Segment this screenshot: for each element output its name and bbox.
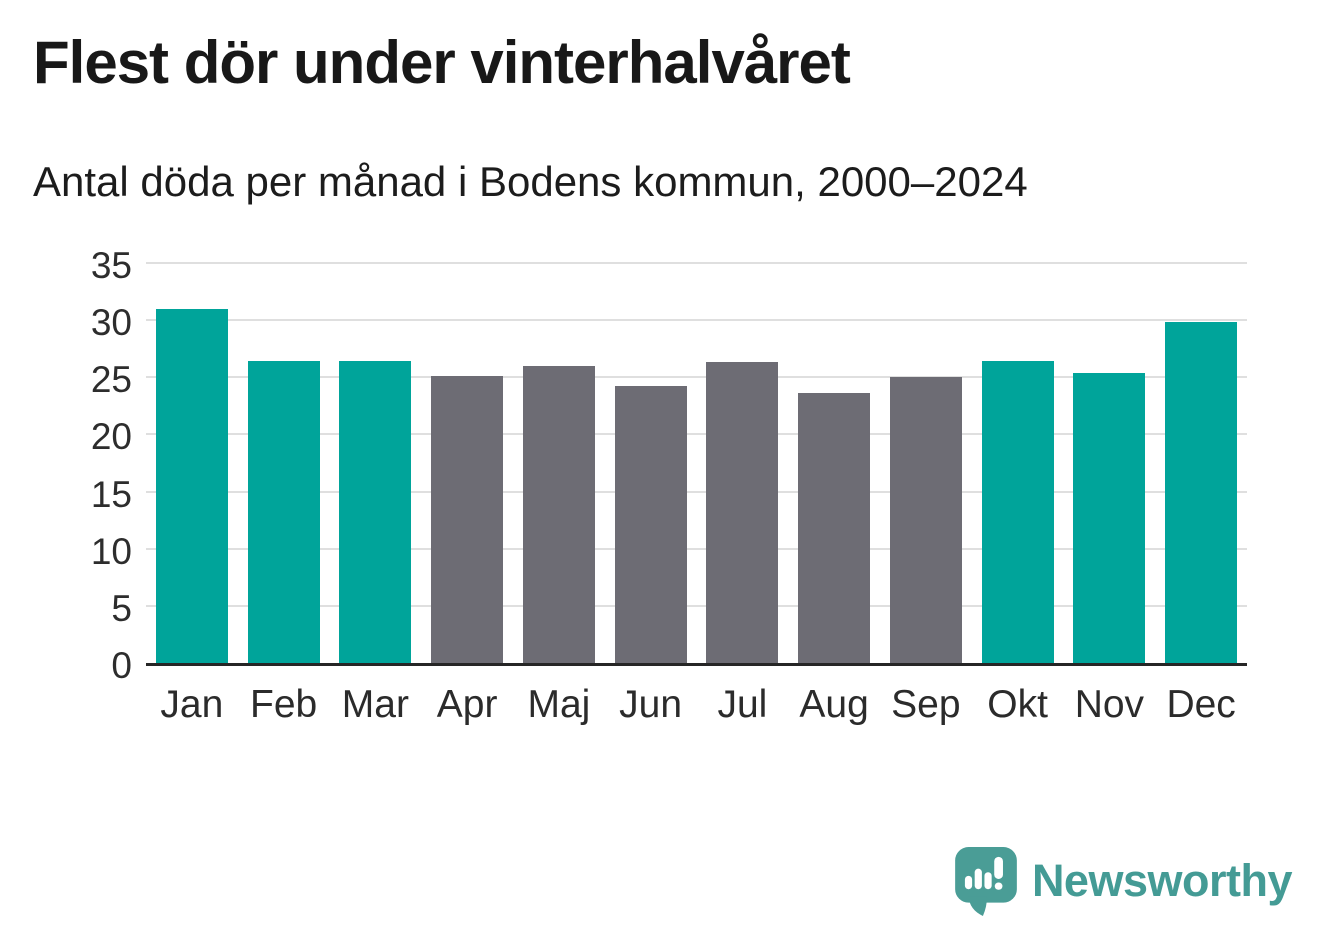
x-tick-label-okt: Okt [987,683,1048,726]
bar-slot-okt [972,266,1064,663]
x-tick-label-maj: Maj [527,683,591,726]
x-tick-label-dec: Dec [1166,683,1236,726]
x-tick-label-sep: Sep [891,683,961,726]
y-tick-label-0: 0 [111,645,132,686]
bars-container [146,266,1247,663]
gridline-35 [146,262,1247,264]
chart-subtitle: Antal döda per månad i Bodens kommun, 20… [33,158,1028,205]
bar-slot-jul [697,266,789,663]
bar-slot-apr [421,266,513,663]
bar-slot-dec [1155,266,1247,663]
gridline-20 [146,433,1247,436]
x-tick-label-jun: Jun [619,683,683,726]
x-tick-label-mar: Mar [341,683,409,726]
chart-title: Flest dör under vinterhalvåret [33,29,851,96]
y-tick-label-15: 15 [90,473,132,515]
y-tick-label-20: 20 [90,416,132,458]
bar-slot-sep [880,266,972,663]
bar-dec [1165,322,1238,663]
plot-area [146,262,1247,666]
bar-aug [798,393,871,663]
bar-feb [247,361,320,663]
x-tick-label-jul: Jul [717,683,768,726]
y-tick-label-35: 35 [90,245,132,286]
gridline-5 [146,604,1247,607]
y-tick-label-30: 30 [90,302,132,344]
newsworthy-logo-text: Newsworthy [1031,855,1293,906]
bar-slot-maj [513,266,605,663]
x-axis: Jan Feb Mar Apr Maj Jun Jul Aug Sep Okt Nov Dec [146,683,1247,727]
gridline-15 [146,490,1247,493]
bar-slot-jun [605,266,697,663]
bar-nov [1073,372,1146,663]
bar-okt [981,361,1054,663]
bar-sep [889,377,962,663]
bar-jan [155,308,228,663]
y-tick-label-25: 25 [90,359,132,401]
newsworthy-logo-icon [955,847,1017,916]
bar-apr [431,376,504,663]
y-axis: 0 5 10 15 20 25 30 35 [0,245,132,686]
bar-slot-mar [330,266,422,663]
bar-maj [522,365,595,663]
x-tick-label-aug: Aug [799,683,869,726]
x-tick-label-feb: Feb [250,683,318,726]
y-tick-label-5: 5 [111,587,132,629]
bar-mar [339,361,412,663]
x-tick-label-apr: Apr [436,683,498,726]
y-tick-label-10: 10 [90,530,132,572]
gridline-10 [146,547,1247,550]
bar-slot-aug [788,266,880,663]
bar-jul [706,362,779,663]
newsworthy-logo: Newsworthy [953,845,1293,917]
x-tick-label-nov: Nov [1074,683,1145,726]
bar-jun [614,386,687,663]
gridline-30 [146,319,1247,322]
bar-slot-nov [1064,266,1156,663]
bar-slot-feb [238,266,330,663]
x-tick-label-jan: Jan [160,683,224,726]
bar-slot-jan [146,266,238,663]
gridline-25 [146,376,1247,379]
